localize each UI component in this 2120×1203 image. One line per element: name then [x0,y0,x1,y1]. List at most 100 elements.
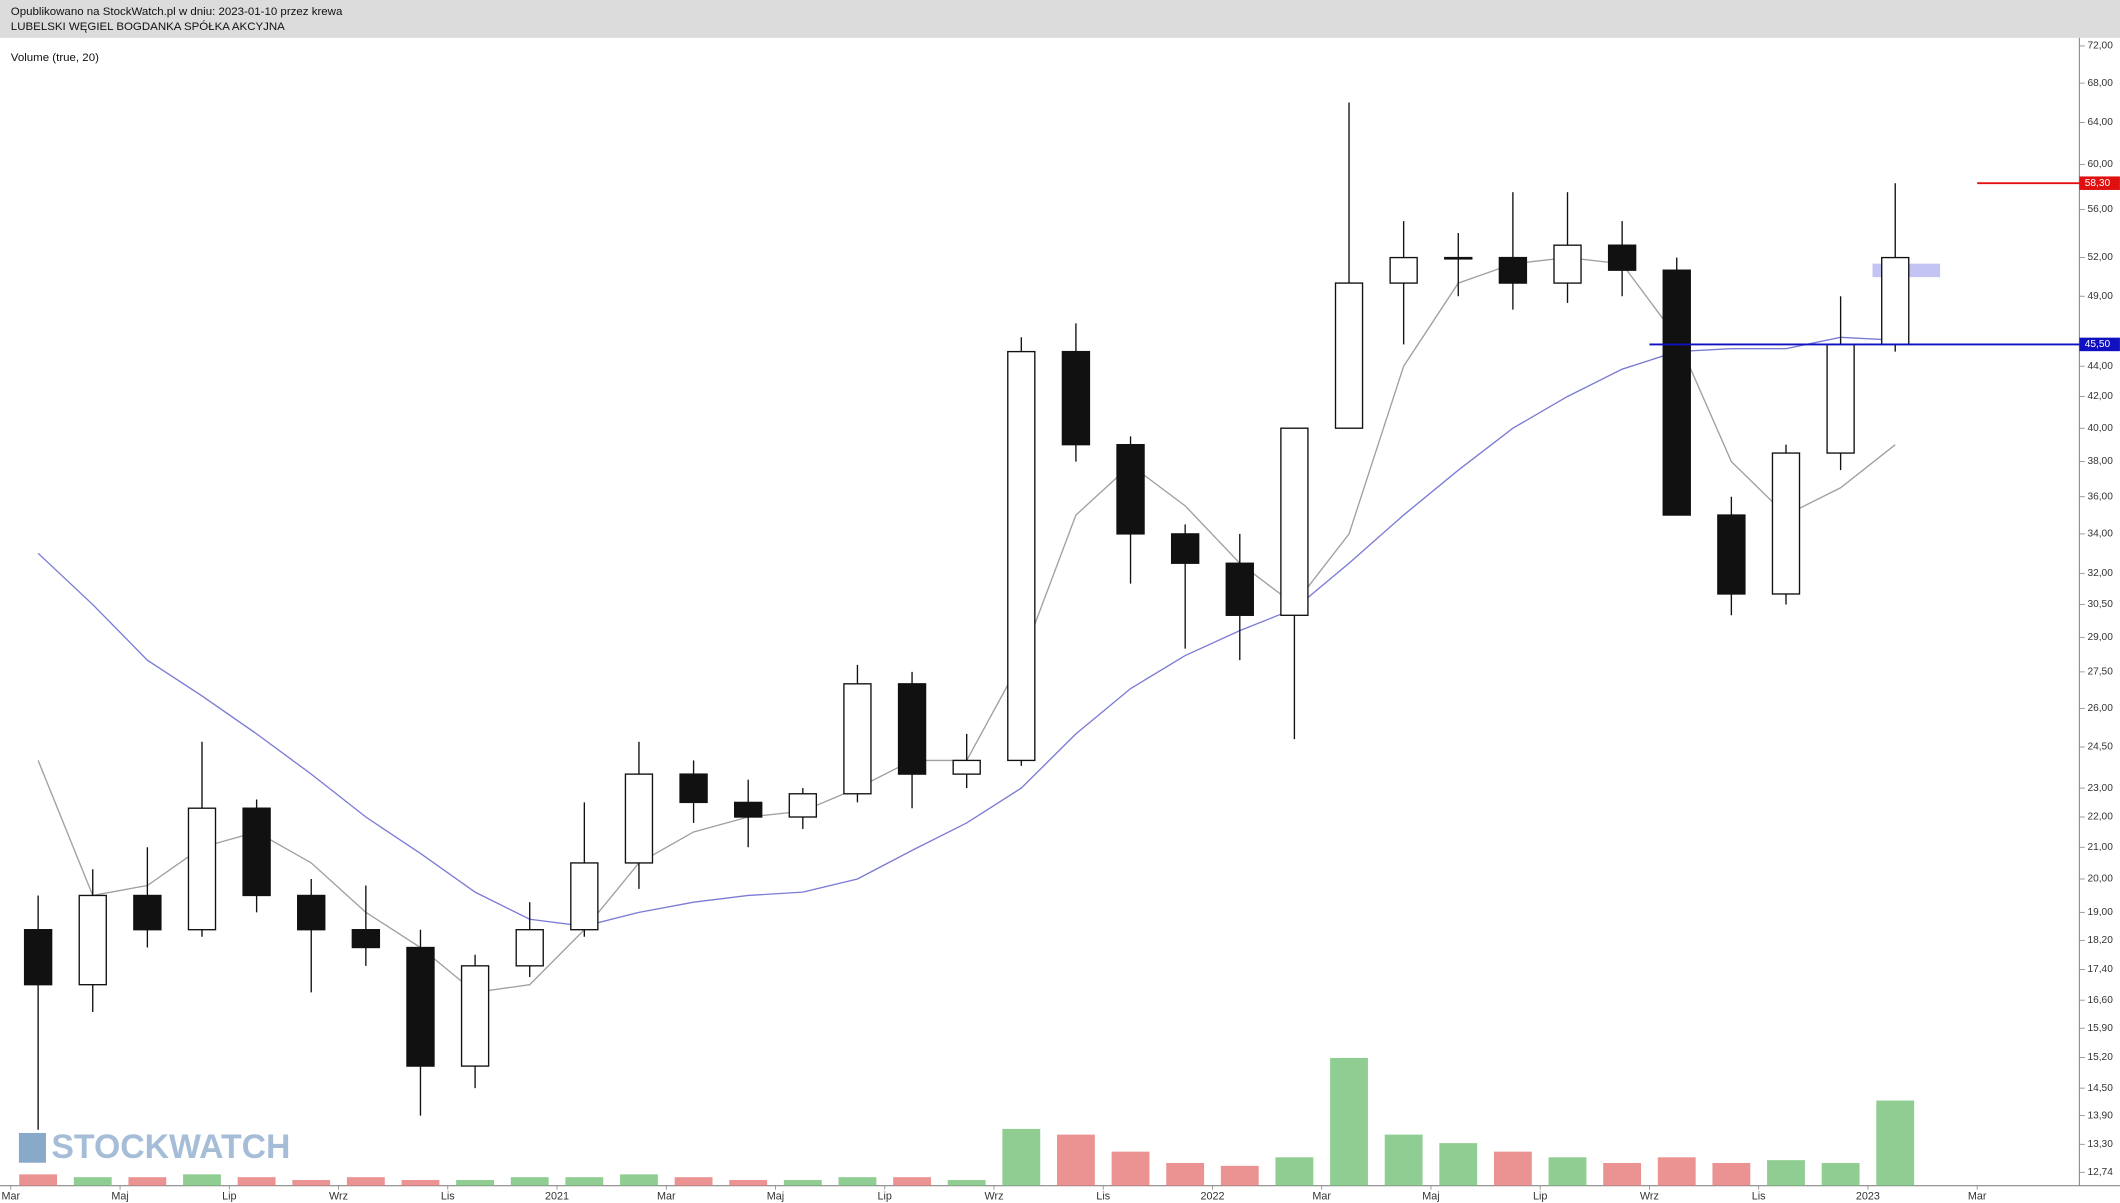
x-tick-label: Mar [2,1190,21,1202]
volume-bar [674,1177,713,1186]
x-tick-label: Maj [111,1190,128,1202]
y-tick-label: 21,00 [2087,842,2113,853]
volume-bar [947,1180,986,1186]
x-tick-label: Lis [441,1190,455,1202]
x-tick-label: Lip [878,1190,892,1202]
volume-bar [1111,1151,1150,1186]
candle-body [1662,269,1691,516]
candle-body [1553,244,1582,284]
y-tick-label: 34,00 [2087,529,2113,540]
y-tick-label: 22,00 [2087,812,2113,823]
y-tick-label: 72,00 [2087,41,2113,52]
x-tick-label: Wrz [329,1190,348,1202]
y-tick-label: 56,00 [2087,204,2113,215]
volume-bar [237,1177,276,1186]
volume-bar [1657,1157,1696,1186]
x-tick-label: Mar [657,1190,676,1202]
level-tag [2079,176,2120,190]
y-tick-label: 32,00 [2087,568,2113,579]
volume-bar [1821,1162,1860,1186]
x-tick-label: Mar [1968,1190,1987,1202]
volume-bar [1493,1151,1532,1186]
volume-bar [1330,1057,1368,1186]
volume-bar [1166,1162,1205,1186]
level-tag [2079,337,2120,352]
volume-bar [128,1177,167,1186]
candle-body [460,965,490,1067]
y-tick-label: 29,00 [2087,632,2113,643]
volume-bar [1876,1100,1915,1186]
candle-body [1826,343,1855,454]
level-label: 45,50 [2085,339,2111,350]
volume-bar [565,1177,604,1186]
y-tick-label: 44,00 [2087,361,2113,372]
y-tick-label: 30,50 [2087,599,2113,610]
header-bar [0,0,2120,38]
candle-body [23,929,53,986]
volume-bar [1002,1128,1041,1186]
candle-body [297,894,326,931]
subtitle: Opublikowano na StockWatch.pl w dniu: 20… [11,6,343,18]
candle-body [788,793,818,818]
y-tick-label: 15,90 [2087,1023,2113,1034]
candle-body [515,929,544,967]
x-tick-label: Maj [767,1190,784,1202]
candle-body [1061,350,1091,446]
moving-average [37,256,1896,994]
title: LUBELSKI WĘGIEL BOGDANKA SPÓŁKA AKCYJNA [11,20,285,33]
candle-body [1280,427,1309,616]
volume-bar [1384,1134,1423,1186]
moving-average [37,336,1896,927]
volume-bar [456,1180,495,1186]
y-tick-label: 26,00 [2087,703,2113,714]
volume-bar [1603,1162,1642,1186]
candle-body [624,773,654,864]
y-tick-label: 27,50 [2087,667,2113,678]
volume-bar [893,1177,931,1186]
x-tick-label: Lis [1096,1190,1110,1202]
volume-bar [1548,1157,1587,1186]
y-tick-label: 17,40 [2087,964,2113,975]
candle-body [952,759,981,775]
y-tick-label: 14,50 [2087,1083,2113,1094]
x-tick-label: 2021 [545,1190,569,1202]
volume-bar [783,1180,822,1186]
y-tick-label: 13,90 [2087,1110,2113,1121]
y-tick-label: 13,30 [2087,1139,2113,1150]
x-tick-label: Wrz [984,1190,1003,1202]
candle-body [187,807,217,931]
volume-bar [346,1177,385,1186]
y-tick-label: 60,00 [2087,159,2113,170]
candle-body [570,862,599,931]
y-tick-label: 52,00 [2087,252,2113,263]
candle-body [1717,514,1746,595]
candle-body [897,683,927,775]
x-tick-label: Lip [1533,1190,1547,1202]
candle-body [1607,244,1637,271]
candle-body [679,773,708,804]
candle-body [406,946,435,1067]
candle-body [1007,350,1036,762]
indicator-label: Volume (true, 20) [11,52,99,64]
volume-bar [292,1180,331,1186]
volume-bar [183,1174,221,1186]
candle-body [1444,256,1473,260]
candle-body [351,929,381,949]
x-tick-label: Lip [222,1190,236,1202]
y-tick-label: 15,20 [2087,1052,2113,1063]
candle-body [242,807,271,897]
y-tick-label: 16,60 [2087,995,2113,1006]
volume-bar [1712,1162,1751,1186]
watermark: STOCKWATCH [51,1128,290,1166]
y-tick-label: 36,00 [2087,491,2113,502]
x-tick-label: 2022 [1200,1190,1224,1202]
candle-body [1881,256,1910,346]
volume-bar [1275,1157,1314,1186]
y-tick-label: 24,50 [2087,742,2113,753]
candle-body [1389,256,1418,284]
volume-bar [401,1180,440,1186]
volume-bar [838,1177,877,1186]
y-tick-label: 12,74 [2087,1167,2113,1178]
volume-bar [729,1180,768,1186]
y-tick-label: 19,00 [2087,907,2113,918]
